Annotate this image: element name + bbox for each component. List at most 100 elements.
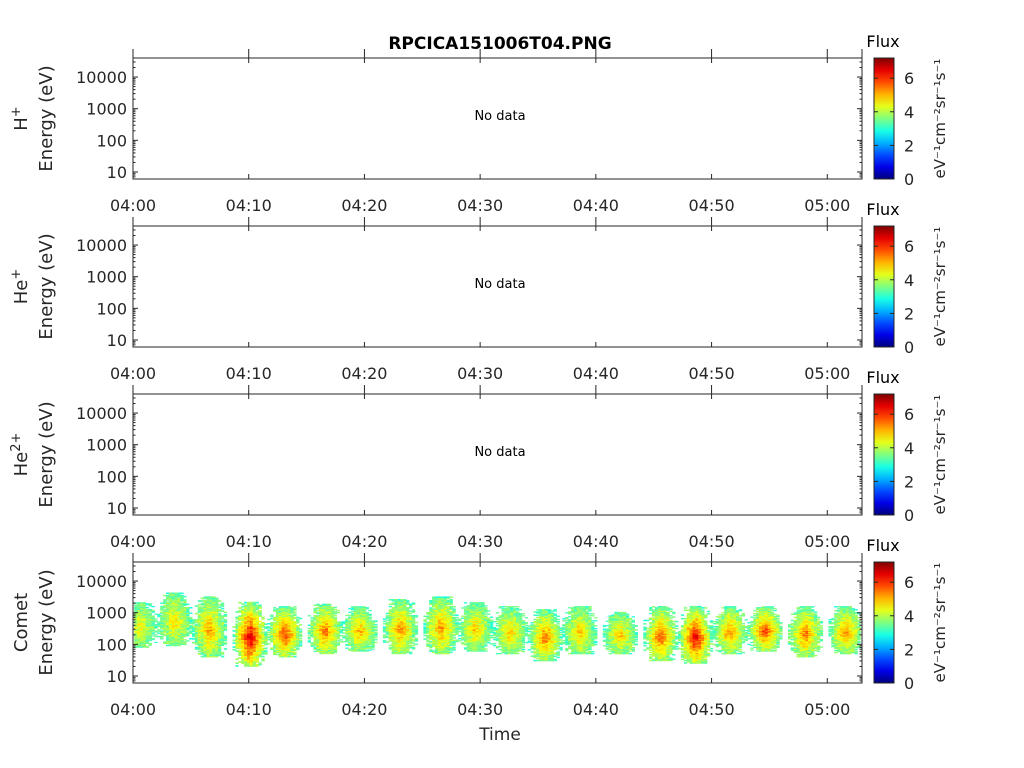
heatmap-cell [484,607,488,609]
heatmap-cell [166,602,170,604]
heatmap-cell [394,615,398,617]
heatmap-cell [183,618,187,620]
heatmap-cell [365,632,369,634]
heatmap-cell [218,636,222,639]
heatmap-cell [449,620,453,622]
heatmap-cell [507,638,511,641]
heatmap-cell [293,649,297,651]
heatmap-cell [359,635,364,637]
heatmap-cell [223,636,228,639]
heatmap-cell [281,623,285,625]
heatmap-cell [247,638,251,640]
heatmap-cell [397,645,401,648]
heatmap-cell [264,651,268,654]
heatmap-cell [174,603,178,606]
heatmap-cell [504,628,508,630]
heatmap-cell [449,641,453,644]
heatmap-cell [484,636,488,638]
heatmap-cell [435,637,439,639]
heatmap-cell [252,626,257,628]
heatmap-cell [391,624,395,626]
heatmap-cell [513,634,517,636]
heatmap-cell [278,641,283,643]
heatmap-cell [154,625,158,628]
heatmap-cell [212,635,216,638]
heatmap-cell [281,642,285,644]
heatmap-cell [333,619,338,621]
heatmap-cell [206,649,210,652]
heatmap-cell [278,645,283,647]
heatmap-cell [261,642,265,644]
heatmap-cell [247,658,251,661]
heatmap-cell [218,622,222,625]
heatmap-cell [281,607,285,609]
heatmap-cell [209,603,213,606]
heatmap-cell [197,626,202,629]
heatmap-cell [313,638,317,640]
heatmap-cell [247,655,251,658]
heatmap-cell [168,622,173,624]
heatmap-cell [296,616,300,619]
heatmap-cell [235,623,239,626]
heatmap-cell [157,615,161,618]
heatmap-cell [258,624,262,627]
heatmap-cell [458,626,462,629]
heatmap-cell [296,648,300,650]
heatmap-cell [484,630,488,633]
heatmap-cell [368,617,372,619]
heatmap-cell [313,624,317,626]
heatmap-cell [197,609,202,611]
heatmap-cell [484,638,488,640]
heatmap-cell [409,632,413,634]
heatmap-cell [235,627,239,630]
heatmap-cell [400,615,404,617]
heatmap-cell [284,633,288,636]
heatmap-cell [160,622,164,624]
heatmap-cell [432,621,436,624]
heatmap-cell [446,620,450,622]
heatmap-cell [310,631,314,634]
heatmap-cell [371,640,375,642]
heatmap-cell [194,634,199,636]
heatmap-cell [238,634,242,636]
heatmap-cell [336,623,340,625]
heatmap-cell [252,661,257,663]
heatmap-cell [446,646,450,649]
heatmap-cell [388,621,392,624]
heatmap-cell [495,628,500,630]
heatmap-cell [472,637,476,639]
heatmap-cell [351,619,355,621]
heatmap-cell [501,620,505,622]
heatmap-cell [362,617,366,619]
heatmap-cell [171,609,176,611]
colorbar-tick-label: 0 [904,506,914,525]
heatmap-cell [437,645,442,648]
heatmap-cell [200,606,204,609]
heatmap-cell [443,623,447,626]
heatmap-cell [510,632,514,634]
heatmap-cell [206,607,210,610]
heatmap-cell [252,654,257,656]
heatmap-cell [209,611,213,614]
heatmap-cell [455,640,459,643]
heatmap-cell [359,625,364,628]
heatmap-cell [362,615,366,617]
heatmap-cell [429,646,433,649]
heatmap-cell [469,605,473,607]
heatmap-cell [166,624,170,627]
heatmap-cell [166,638,170,640]
heatmap-cell [455,614,459,616]
heatmap-cell [171,601,176,603]
heatmap-cell [391,611,395,613]
heatmap-cell [287,630,291,632]
heatmap-cell [252,639,257,642]
heatmap-cell [330,637,335,639]
heatmap-cell [218,616,222,619]
heatmap-cell [212,655,216,658]
heatmap-cell [359,614,364,616]
heatmap-cell [206,634,210,636]
heatmap-cell [516,626,520,628]
heatmap-cell [518,632,523,634]
heatmap-cell [359,621,364,623]
heatmap-cell [426,637,430,639]
